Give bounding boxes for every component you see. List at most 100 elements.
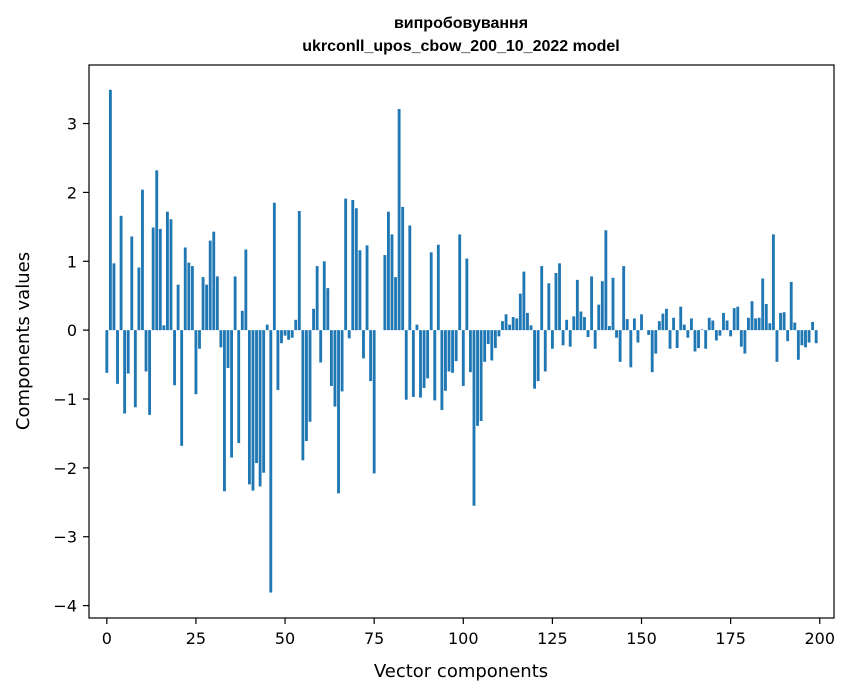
y-tick-label-1: 1 [67,252,77,271]
bar-32 [219,330,223,348]
bar-144 [618,330,622,362]
bar-132 [575,279,579,331]
x-tick-label-150: 150 [626,629,657,648]
bar-40 [247,330,251,485]
bar-187 [771,234,775,331]
bar-116 [518,293,522,331]
bar-133 [579,311,583,331]
bar-148 [632,318,636,331]
bar-109 [493,330,497,349]
bar-145 [622,266,626,331]
bar-12 [148,330,152,415]
bar-44 [262,330,266,473]
bar-66 [340,330,344,392]
bar-1 [108,89,112,331]
bar-20 [176,284,180,331]
bar-80 [390,234,394,331]
bar-31 [215,276,219,331]
bar-125 [550,330,554,349]
bar-146 [625,319,629,331]
bar-16 [162,325,166,331]
bar-195 [800,330,804,346]
bar-63 [329,330,333,386]
bar-87 [415,324,419,331]
bar-186 [768,323,772,331]
bar-70 [354,208,358,331]
bar-82 [397,109,401,331]
bar-119 [529,325,533,331]
bar-34 [226,330,230,369]
bar-52 [290,330,294,338]
bar-192 [789,281,793,331]
bar-165 [693,330,697,352]
bar-168 [704,330,708,349]
bar-176 [732,308,736,331]
bar-172 [718,330,722,336]
bar-3 [116,330,119,384]
bar-22 [183,247,187,331]
bar-198 [811,321,815,331]
bar-69 [351,199,355,331]
y-tick-label--3: −3 [53,528,77,547]
bar-105 [479,330,483,422]
bar-128 [561,330,565,346]
bar-169 [707,317,711,331]
bar-118 [526,312,529,331]
bar-46 [269,330,273,593]
bar-14 [155,170,159,331]
bar-33 [223,330,226,492]
x-axis-ticks: 0 25 50 75 100 125 150 175 200 [102,618,835,648]
bar-45 [265,324,269,331]
x-tick-label-125: 125 [537,629,568,648]
bar-149 [636,330,640,343]
bar-18 [169,219,173,331]
bar-67 [344,198,348,331]
bar-180 [747,317,750,331]
bar-117 [522,271,526,331]
x-tick-label-75: 75 [364,629,384,648]
bar-93 [436,244,440,331]
bar-159 [672,317,676,331]
bar-184 [761,278,765,331]
bar-130 [568,330,572,347]
bar-181 [750,301,754,331]
bar-108 [490,330,494,361]
bar-191 [786,330,790,342]
bar-85 [408,225,412,331]
bar-19 [173,330,176,386]
bar-107 [486,330,490,344]
bar-115 [515,318,519,331]
bar-196 [804,330,807,348]
plot-frame [88,64,835,619]
bar-150 [640,314,643,331]
bar-178 [739,330,743,347]
bar-143 [615,330,618,338]
bar-153 [650,330,654,373]
bar-175 [729,330,733,337]
bar-26 [198,330,201,349]
bar-141 [608,326,611,331]
bar-134 [583,317,586,331]
bar-177 [736,306,740,331]
bar-51 [287,330,291,340]
bar-137 [593,330,597,349]
bar-56 [305,330,308,442]
bar-138 [597,304,601,331]
bar-83 [401,206,405,331]
bar-158 [668,330,672,349]
bar-86 [411,330,415,397]
bar-167 [700,329,704,331]
bar-88 [419,330,422,398]
bar-43 [258,330,262,487]
bar-123 [543,330,547,372]
bar-166 [697,330,700,349]
bar-9 [137,267,141,331]
bar-193 [793,322,797,331]
y-tick-label--1: −1 [53,390,77,409]
bar-11 [144,330,148,372]
bar-62 [326,288,330,331]
bar-27 [201,277,205,331]
y-axis-label: Components values [13,252,34,430]
bar-124 [547,283,551,331]
y-tick-label-0: 0 [67,321,77,340]
